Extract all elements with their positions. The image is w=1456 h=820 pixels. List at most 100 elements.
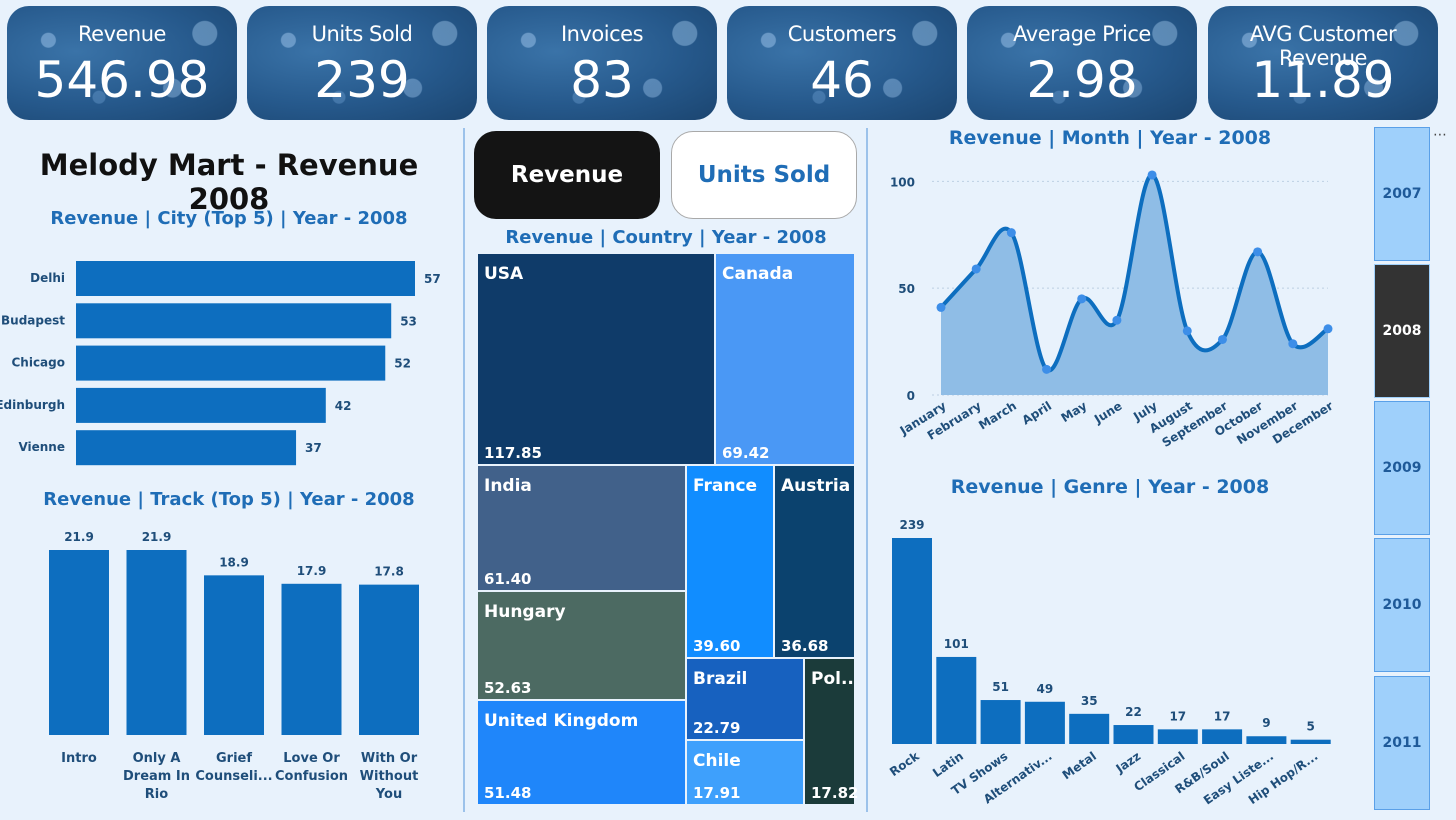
city-bar bbox=[76, 430, 297, 466]
track-label: Love Or Confusion bbox=[275, 751, 348, 784]
data-point bbox=[1006, 228, 1016, 238]
city-bar bbox=[76, 387, 326, 423]
track-value-label: 21.9 bbox=[64, 530, 94, 544]
kpi-value: 46 bbox=[810, 51, 874, 109]
data-point bbox=[936, 302, 946, 312]
revenue-toggle-button[interactable]: Revenue bbox=[474, 131, 660, 219]
units-sold-toggle-button[interactable]: Units Sold bbox=[671, 131, 857, 219]
data-point bbox=[1217, 334, 1227, 344]
data-point bbox=[1112, 315, 1122, 325]
genre-value-label: 9 bbox=[1262, 716, 1270, 730]
ellipsis-icon[interactable]: ⋯ bbox=[1433, 127, 1447, 143]
city-value-label: 37 bbox=[305, 441, 322, 455]
x-tick-label: March bbox=[976, 399, 1019, 433]
track-label: Intro bbox=[61, 751, 97, 766]
track-bar bbox=[281, 583, 342, 735]
treemap-tile-name: USA bbox=[484, 264, 524, 284]
data-point bbox=[1042, 364, 1052, 374]
genre-value-label: 5 bbox=[1307, 720, 1315, 734]
treemap-tile-value: 17.91 bbox=[693, 784, 741, 802]
kpi-value: 546.98 bbox=[34, 51, 210, 109]
x-tick-label: April bbox=[1020, 399, 1055, 428]
genre-bar bbox=[892, 538, 932, 744]
kpi-card-average-price: Average Price 2.98 bbox=[967, 6, 1197, 120]
track-label: Only A Dream In Rio bbox=[123, 751, 190, 802]
genre-value-label: 35 bbox=[1081, 694, 1098, 708]
city-value-label: 52 bbox=[394, 357, 411, 371]
city-bar-chart: Delhi 57 Budapest 53 Chicago 52 Edinburgh 42 Vie… bbox=[0, 261, 441, 466]
track-label: Grief Counseli... bbox=[195, 751, 272, 784]
genre-bar bbox=[1202, 729, 1243, 744]
treemap-tile-value: 22.79 bbox=[693, 719, 741, 737]
treemap-tile-name: France bbox=[693, 476, 758, 496]
track-bar bbox=[126, 550, 187, 735]
treemap-tile-value: 39.60 bbox=[693, 637, 741, 655]
kpi-card-invoices: Invoices 83 bbox=[487, 6, 717, 120]
year-button-2009[interactable]: 2009 bbox=[1374, 401, 1430, 535]
track-value-label: 17.9 bbox=[297, 564, 327, 578]
city-label: Chicago bbox=[11, 356, 65, 370]
genre-label: Metal bbox=[1060, 749, 1099, 782]
track-bar bbox=[204, 575, 264, 735]
treemap-tile-name: Canada bbox=[722, 264, 794, 284]
treemap-tile-name: United Kingdom bbox=[484, 711, 639, 731]
genre-bar bbox=[1024, 701, 1065, 744]
kpi-value: 11.89 bbox=[1251, 51, 1395, 109]
city-label: Edinburgh bbox=[0, 398, 65, 412]
country-treemap: USA 117.85 Canada 69.42 India 61.40 France 39.6… bbox=[477, 253, 859, 805]
city-bar bbox=[76, 261, 415, 296]
track-value-label: 17.8 bbox=[374, 565, 404, 579]
treemap-tile[interactable]: Austria 36.68 bbox=[774, 465, 855, 658]
year-button-2010[interactable]: 2010 bbox=[1374, 538, 1430, 672]
city-value-label: 53 bbox=[400, 314, 417, 328]
year-button-2011[interactable]: 2011 bbox=[1374, 676, 1430, 810]
treemap-tile-name: Pol... bbox=[811, 669, 854, 689]
treemap-tile-name: India bbox=[484, 476, 532, 496]
treemap-tile-name: Brazil bbox=[693, 669, 748, 689]
divider-left bbox=[463, 128, 465, 812]
year-button-2008[interactable]: 2008 bbox=[1374, 264, 1430, 398]
country-chart-title: Revenue | Country | Year - 2008 bbox=[505, 227, 827, 248]
year-button-2007[interactable]: 2007 bbox=[1374, 127, 1430, 261]
treemap-tile[interactable]: Chile 17.91 bbox=[686, 740, 804, 805]
city-label: Vienne bbox=[18, 440, 65, 454]
city-label: Budapest bbox=[1, 313, 65, 327]
data-point bbox=[1077, 294, 1087, 304]
data-point bbox=[1288, 339, 1298, 349]
treemap-tile-name: Hungary bbox=[484, 602, 566, 622]
treemap-tile-name: Austria bbox=[781, 476, 851, 496]
genre-bar bbox=[1157, 729, 1198, 744]
area-fill bbox=[941, 174, 1328, 395]
treemap-tile[interactable]: India 61.40 bbox=[477, 465, 686, 591]
track-value-label: 18.9 bbox=[219, 555, 249, 569]
data-point bbox=[971, 264, 981, 274]
genre-chart-title: Revenue | Genre | Year - 2008 bbox=[950, 476, 1270, 498]
kpi-label: Average Price bbox=[1013, 22, 1151, 46]
treemap-tile[interactable]: Hungary 52.63 bbox=[477, 591, 686, 700]
treemap-tile-name: Chile bbox=[693, 751, 741, 771]
city-value-label: 42 bbox=[335, 399, 352, 413]
track-value-label: 21.9 bbox=[142, 530, 172, 544]
y-tick-label: 100 bbox=[890, 175, 915, 189]
city-value-label: 57 bbox=[424, 272, 441, 286]
kpi-label: AVG Customer Revenue bbox=[1249, 22, 1397, 70]
genre-value-label: 51 bbox=[992, 680, 1009, 694]
data-point bbox=[1253, 247, 1263, 257]
treemap-tile[interactable]: USA 117.85 bbox=[477, 253, 715, 465]
treemap-tile[interactable]: France 39.60 bbox=[686, 465, 774, 658]
treemap-tile[interactable]: Canada 69.42 bbox=[715, 253, 855, 465]
treemap-tile[interactable]: Pol... 17.82 bbox=[804, 658, 859, 805]
treemap-tile[interactable]: United Kingdom 51.48 bbox=[477, 700, 686, 805]
treemap-tile-value: 61.40 bbox=[484, 570, 532, 588]
treemap-tile-value: 17.82 bbox=[811, 784, 859, 802]
treemap-tile[interactable]: Brazil 22.79 bbox=[686, 658, 804, 740]
data-point bbox=[1182, 326, 1192, 336]
treemap-tile-value: 52.63 bbox=[484, 679, 532, 697]
city-bar bbox=[76, 345, 386, 381]
kpi-card-customers: Customers 46 bbox=[727, 6, 957, 120]
kpi-card-avg-customer-revenue: AVG Customer Revenue 11.89 bbox=[1208, 6, 1438, 120]
treemap-tile-value: 117.85 bbox=[484, 444, 542, 462]
kpi-value: 83 bbox=[570, 51, 634, 109]
x-tick-label: May bbox=[1059, 399, 1090, 426]
